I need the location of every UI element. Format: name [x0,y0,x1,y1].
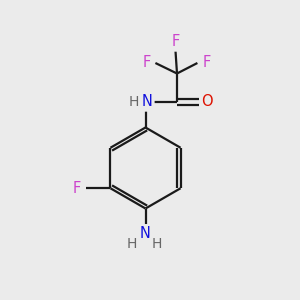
Text: H: H [152,238,162,251]
Text: N: N [142,94,152,110]
Text: O: O [201,94,213,110]
Text: F: F [171,34,180,50]
Text: N: N [140,226,151,241]
Text: H: H [129,95,139,109]
Text: F: F [73,181,81,196]
Text: F: F [142,55,151,70]
Text: H: H [127,238,137,251]
Text: F: F [202,55,211,70]
